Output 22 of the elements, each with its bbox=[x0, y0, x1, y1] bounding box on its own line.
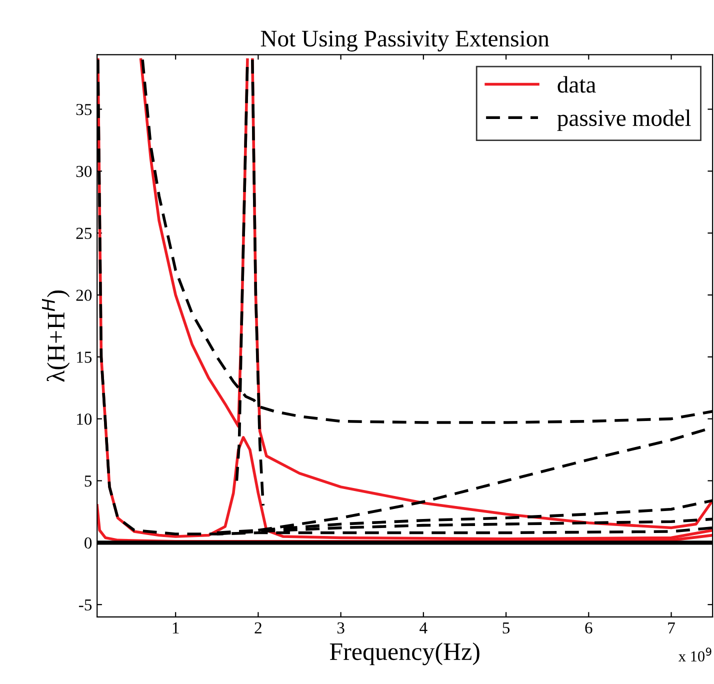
y-tick-label: 10 bbox=[77, 414, 92, 425]
y-tick-label: 25 bbox=[76, 228, 92, 239]
legend-label: passive model bbox=[557, 109, 691, 131]
text: x 10$^{9}$ bbox=[678, 648, 712, 662]
y-tick-label: 30 bbox=[76, 166, 92, 178]
y-tick-label: 5 bbox=[84, 476, 92, 487]
x-tick-label: 1 bbox=[172, 622, 179, 634]
x-tick-label: 5 bbox=[502, 622, 510, 634]
x-tick-label: 4 bbox=[420, 622, 428, 634]
y-tick-label: 0 bbox=[84, 537, 92, 549]
y-tick-label: 15 bbox=[77, 352, 92, 363]
y-axis-title: λ(H+H$^{H}$) bbox=[42, 290, 70, 382]
y-tick-label: 20 bbox=[76, 290, 92, 301]
x-tick-label: 3 bbox=[337, 622, 344, 634]
x-tick-label: 7 bbox=[668, 622, 675, 634]
x-axis-title: Frequency(Hz) bbox=[330, 642, 480, 666]
y-tick-label: 35 bbox=[76, 104, 92, 116]
x-tick-label: 6 bbox=[585, 622, 592, 634]
y-tick-label: -5 bbox=[78, 599, 92, 611]
legend-label: data bbox=[558, 76, 596, 93]
x-tick-label: 2 bbox=[254, 622, 262, 634]
chart-title: Not Using Passivity Extension bbox=[260, 30, 550, 52]
